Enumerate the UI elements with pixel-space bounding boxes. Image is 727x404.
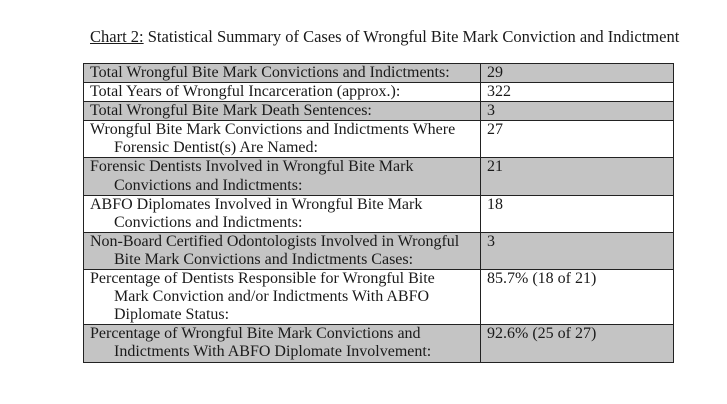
chart-title: Chart 2: Statistical Summary of Cases of… <box>90 27 679 47</box>
table-row: ABFO Diplomates Involved in Wrongful Bit… <box>83 194 674 233</box>
row-label-line: Total Wrongful Bite Mark Death Sentences… <box>90 102 372 120</box>
row-label-line: Convictions and Indictments: <box>114 176 303 194</box>
row-value: 27 <box>480 120 674 159</box>
chart-number: Chart 2: <box>90 27 144 46</box>
row-value: 3 <box>480 231 674 271</box>
row-label-line: Total Years of Wrongful Incarceration (a… <box>90 83 401 101</box>
row-value: 85.7% (18 of 21) <box>480 269 674 326</box>
row-value: 18 <box>480 194 674 233</box>
row-label-line: Forensic Dentists Involved in Wrongful B… <box>90 158 414 176</box>
table-row: Non-Board Certified Odontologists Involv… <box>83 231 674 271</box>
row-label-line: Percentage of Dentists Responsible for W… <box>90 270 435 288</box>
table-row: Percentage of Wrongful Bite Mark Convict… <box>83 324 674 363</box>
row-label-line: Mark Conviction and/or Indictments With … <box>114 288 430 306</box>
table-row: Total Wrongful Bite Mark Death Sentences… <box>83 101 674 122</box>
table-row: Total Years of Wrongful Incarceration (a… <box>83 82 674 103</box>
row-label-line: Indictments With ABFO Diplomate Involvem… <box>114 343 432 361</box>
row-label: Percentage of Wrongful Bite Mark Convict… <box>83 324 481 363</box>
row-label-line: Bite Mark Convictions and Indictments Ca… <box>114 250 414 268</box>
row-label-line: Convictions and Indictments: <box>114 213 303 231</box>
statistics-table: Total Wrongful Bite Mark Convictions and… <box>83 62 674 363</box>
row-value: 3 <box>480 101 674 122</box>
row-label: Percentage of Dentists Responsible for W… <box>83 269 481 326</box>
table-row: Wrongful Bite Mark Convictions and Indic… <box>83 120 674 159</box>
row-label-line: Wrongful Bite Mark Convictions and Indic… <box>90 121 456 139</box>
row-label: Total Years of Wrongful Incarceration (a… <box>83 82 481 103</box>
row-value: 92.6% (25 of 27) <box>480 324 674 363</box>
row-label: ABFO Diplomates Involved in Wrongful Bit… <box>83 194 481 233</box>
row-label: Non-Board Certified Odontologists Involv… <box>83 231 481 271</box>
row-label-line: ABFO Diplomates Involved in Wrongful Bit… <box>90 195 423 213</box>
row-label-line: Non-Board Certified Odontologists Involv… <box>90 232 460 250</box>
table-row: Percentage of Dentists Responsible for W… <box>83 269 674 326</box>
row-label: Forensic Dentists Involved in Wrongful B… <box>83 157 481 196</box>
row-label-line: Diplomate Status: <box>114 306 230 324</box>
table-row: Forensic Dentists Involved in Wrongful B… <box>83 157 674 196</box>
row-label: Wrongful Bite Mark Convictions and Indic… <box>83 120 481 159</box>
row-value: 29 <box>480 62 674 84</box>
row-label: Total Wrongful Bite Mark Death Sentences… <box>83 101 481 122</box>
row-label-line: Percentage of Wrongful Bite Mark Convict… <box>90 325 421 343</box>
row-label-line: Forensic Dentist(s) Are Named: <box>114 139 318 157</box>
chart-title-text: Statistical Summary of Cases of Wrongful… <box>143 27 680 46</box>
row-value: 21 <box>480 157 674 196</box>
row-label-line: Total Wrongful Bite Mark Convictions and… <box>90 64 450 81</box>
row-label: Total Wrongful Bite Mark Convictions and… <box>83 62 481 84</box>
table-row: Total Wrongful Bite Mark Convictions and… <box>83 62 674 84</box>
row-value: 322 <box>480 82 674 103</box>
